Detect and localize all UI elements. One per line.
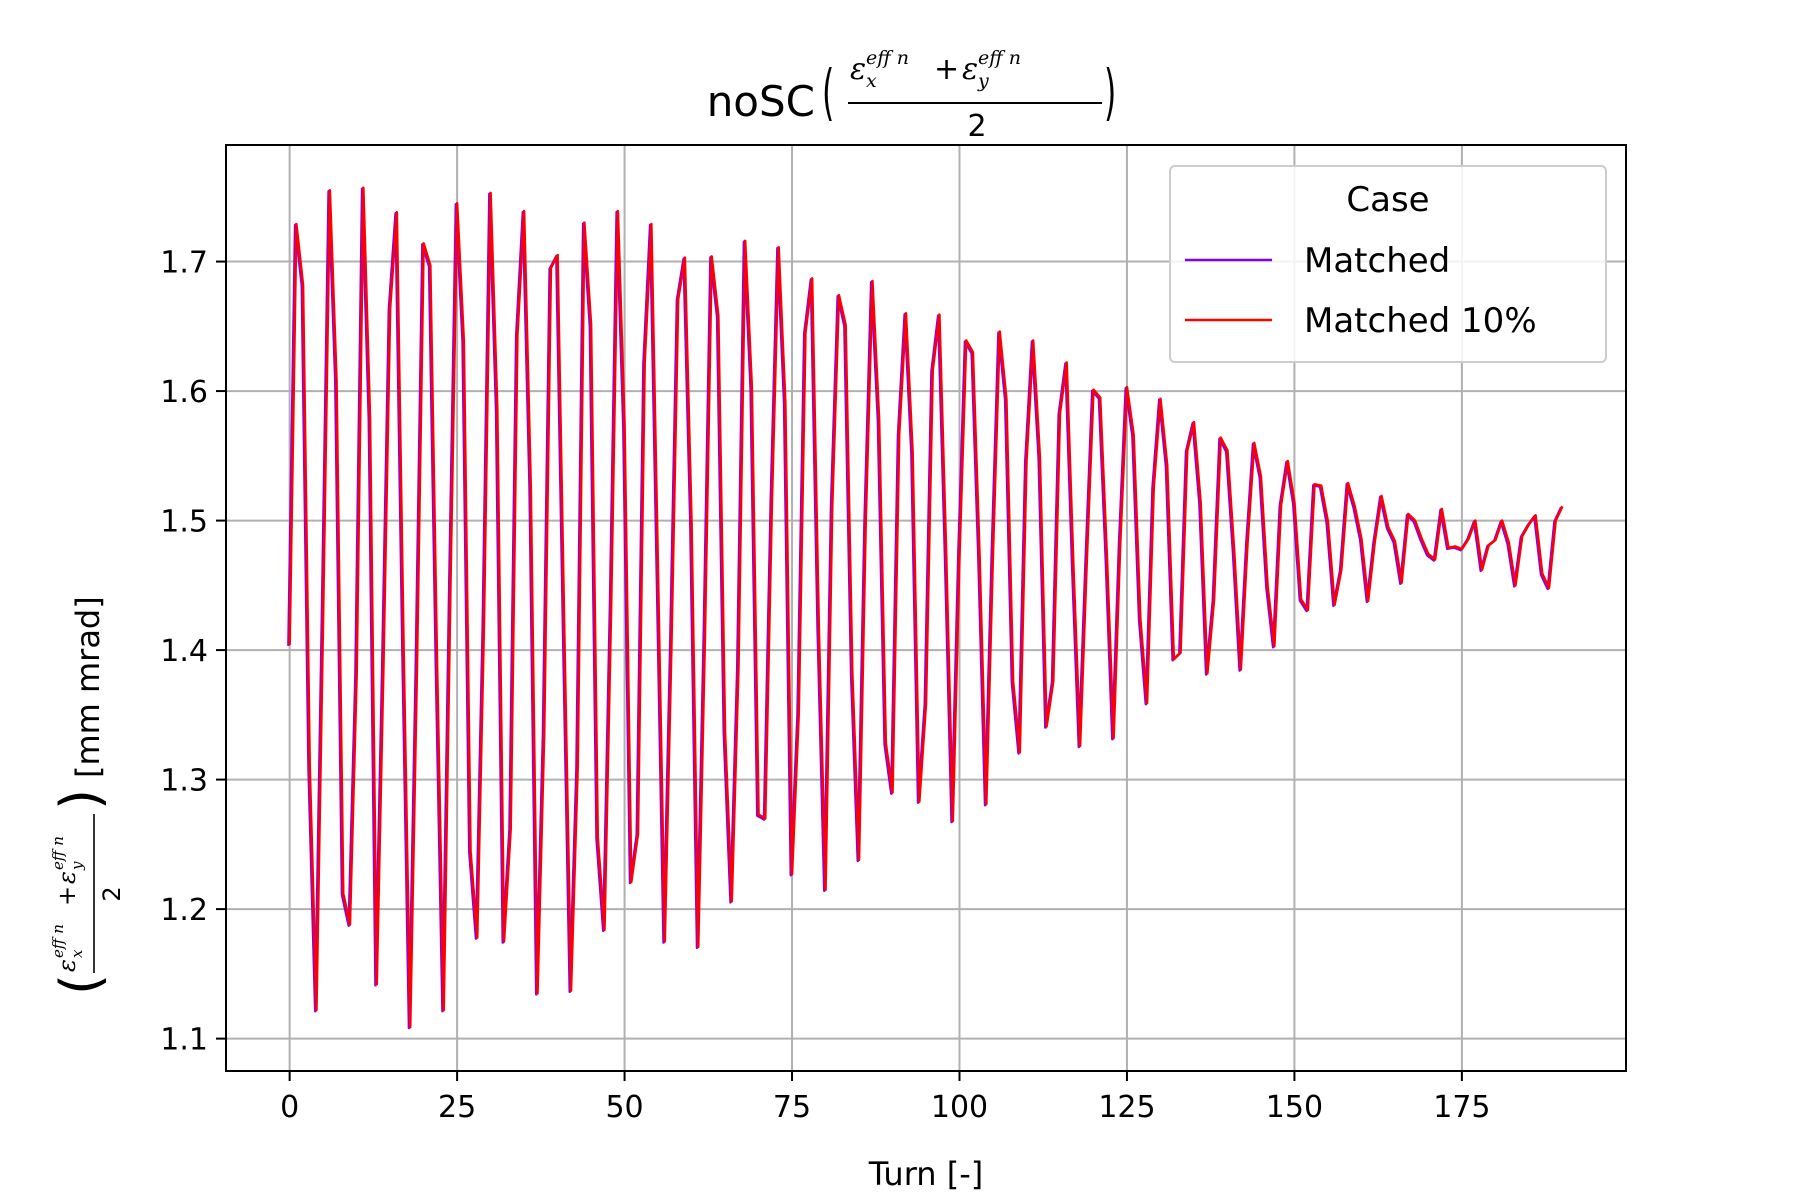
series-line-matched-10 <box>288 186 1564 1029</box>
title-text: noSC <box>707 77 815 126</box>
title-sub-y: y <box>977 70 989 92</box>
ylabel-paren-left: ( <box>49 974 112 995</box>
y-tick-label: 1.7 <box>160 246 208 281</box>
ylabel-sub-x: x <box>68 949 86 958</box>
title-denominator: 2 <box>967 109 986 144</box>
y-axis-label: ( ε x eff n + ε y eff n 2 ) [mm mrad] <box>49 596 126 995</box>
ylabel-paren-right: ) <box>49 789 112 810</box>
legend-box <box>1169 165 1607 363</box>
y-tick-label: 1.4 <box>160 634 208 669</box>
x-tick-label: 175 <box>1433 1090 1490 1125</box>
legend: Case Matched Matched 10% <box>1169 165 1607 363</box>
title-sup-y: eff n <box>978 47 1021 69</box>
x-tick-label: 50 <box>605 1090 643 1125</box>
title-eps-x: ε <box>850 52 866 87</box>
legend-label-matched: Matched <box>1304 241 1450 281</box>
x-tick-label: 0 <box>280 1090 299 1125</box>
title-sub-x: x <box>866 70 877 92</box>
y-tick-label: 1.6 <box>160 375 208 410</box>
ylabel-plus: + <box>53 886 81 906</box>
title-sup-x: eff n <box>866 47 909 69</box>
ylabel-denominator: 2 <box>98 886 126 901</box>
ylabel-eps-y: ε <box>53 871 81 884</box>
y-tick-label: 1.5 <box>160 505 208 540</box>
title-paren-left: ( <box>822 58 834 128</box>
y-tick-label: 1.2 <box>160 893 208 928</box>
y-tick-label: 1.1 <box>160 1023 208 1058</box>
ylabel-eps-x: ε <box>53 959 81 972</box>
ylabel-sup-y: eff n <box>49 836 67 870</box>
ylabel-sub-y: y <box>68 861 86 871</box>
x-tick-label: 150 <box>1266 1090 1323 1125</box>
title-plus: + <box>934 52 959 87</box>
legend-label-matched-10: Matched 10% <box>1304 301 1537 341</box>
series-layer <box>287 186 1564 1030</box>
chart-title: noSC ( ε x eff n + ε y eff n 2 ) <box>707 47 1117 144</box>
x-axis-label: Turn [-] <box>868 1155 984 1193</box>
title-eps-y: ε <box>962 52 978 87</box>
ylabel-sup-x: eff n <box>49 924 67 958</box>
ylabel-unit: [mm mrad] <box>69 596 107 778</box>
plot-frame <box>225 144 1627 1072</box>
title-paren-right: ) <box>1104 58 1116 128</box>
y-tick-label: 1.3 <box>160 764 208 799</box>
x-tick-label: 75 <box>773 1090 811 1125</box>
title-fraction: ε x eff n + ε y eff n 2 <box>848 47 1102 144</box>
x-tick-label: 125 <box>1098 1090 1155 1125</box>
axis-ticks: 0 25 50 75 100 125 150 175 1.1 1.2 1.3 1.4 1.5 1.6 1.7 <box>160 246 1490 1125</box>
x-tick-label: 100 <box>931 1090 988 1125</box>
x-tick-label: 25 <box>438 1090 476 1125</box>
legend-title: Case <box>1346 180 1429 220</box>
